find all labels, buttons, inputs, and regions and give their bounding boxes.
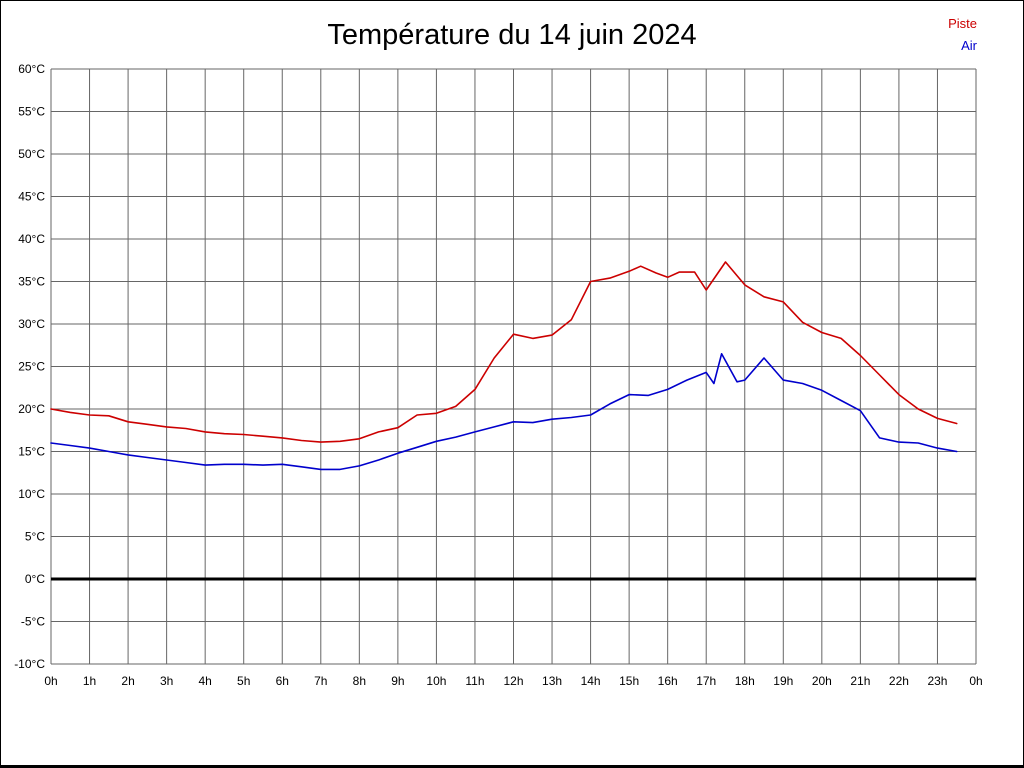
y-axis-tick-label: 25°C [18, 360, 45, 374]
chart-title: Température du 14 juin 2024 [327, 19, 697, 51]
y-axis-tick-label: 15°C [18, 445, 45, 459]
legend-item-piste: Piste [948, 16, 977, 31]
x-axis-tick-label: 11h [465, 674, 484, 688]
x-axis-tick-label: 23h [927, 674, 947, 688]
x-axis-tick-label: 0h [44, 674, 57, 688]
x-axis-tick-label: 15h [619, 674, 639, 688]
y-axis-tick-label: 60°C [18, 62, 45, 76]
x-axis-tick-label: 18h [735, 674, 755, 688]
x-axis-tick-label: 21h [850, 674, 870, 688]
x-axis-tick-label: 0h [969, 674, 982, 688]
x-axis-tick-label: 22h [889, 674, 909, 688]
legend-item-air: Air [961, 38, 977, 53]
air-temperature-line [50, 352, 958, 471]
y-axis-tick-label: 35°C [18, 275, 45, 289]
x-axis-tick-label: 4h [198, 674, 211, 688]
y-axis-tick-label: 40°C [18, 232, 45, 246]
x-axis-tick-label: 13h [542, 674, 562, 688]
y-axis-tick-label: 50°C [18, 147, 45, 161]
x-axis-tick-label: 7h [314, 674, 327, 688]
x-axis-tick-label: 14h [581, 674, 601, 688]
x-axis-tick-label: 20h [812, 674, 832, 688]
y-axis-tick-label: 45°C [18, 190, 45, 204]
x-axis-tick-label: 6h [276, 674, 289, 688]
x-axis-tick-label: 10h [426, 674, 446, 688]
y-axis-tick-label: 55°C [18, 105, 45, 119]
x-axis-tick-label: 1h [83, 674, 96, 688]
x-axis-tick-label: 9h [391, 674, 404, 688]
y-axis-tick-label: 0°C [25, 572, 45, 586]
y-axis-tick-label: -10°C [14, 657, 45, 671]
y-axis-tick-label: 30°C [18, 317, 45, 331]
y-axis-tick-label: 5°C [25, 530, 45, 544]
x-axis-tick-label: 5h [237, 674, 250, 688]
y-axis-tick-label: -5°C [21, 615, 45, 629]
x-axis-tick-label: 3h [160, 674, 173, 688]
y-axis-tick-label: 20°C [18, 402, 45, 416]
x-axis-tick-label: 12h [503, 674, 523, 688]
x-axis-tick-label: 19h [773, 674, 793, 688]
x-axis-tick-label: 17h [696, 674, 716, 688]
x-axis-tick-label: 2h [121, 674, 134, 688]
x-axis-tick-label: 16h [658, 674, 678, 688]
piste-temperature-line [50, 261, 958, 443]
x-axis-tick-label: 8h [353, 674, 366, 688]
chart-legend: Piste Air [948, 13, 977, 57]
y-axis-tick-label: 10°C [18, 487, 45, 501]
